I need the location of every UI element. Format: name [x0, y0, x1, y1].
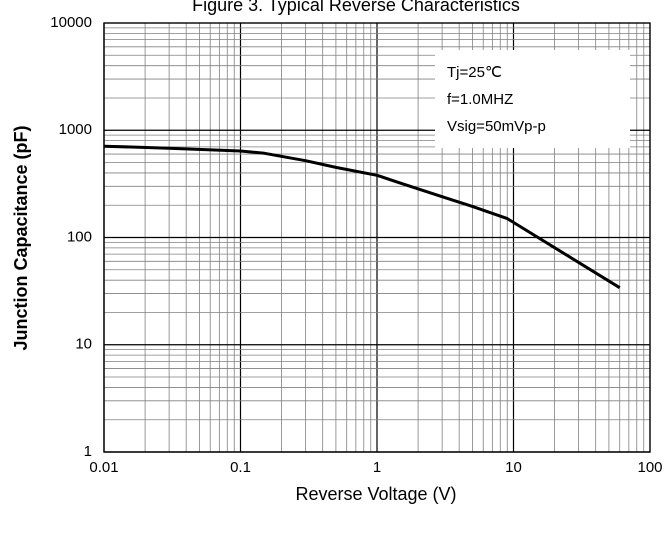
x-tick-label: 100	[637, 459, 662, 476]
y-tick-label: 100	[67, 228, 92, 245]
legend-box	[435, 50, 630, 148]
x-tick-label: 0.1	[230, 459, 251, 476]
capacitance-curve	[103, 144, 621, 289]
condition-annotation: f=1.0MHZ	[447, 91, 513, 108]
y-tick-label: 1	[84, 443, 92, 460]
plot-border	[103, 22, 651, 453]
grid	[103, 22, 651, 453]
tick-labels: 0.01 0.1 1 10 100 1 10 100 1000 10000	[50, 14, 662, 476]
y-tick-label: 1000	[59, 121, 92, 138]
annotation-block: Tj=25℃ f=1.0MHZ Vsig=50mVp-p	[447, 64, 546, 135]
x-tick-label: 1	[373, 459, 381, 476]
chart-title: Figure 3. Typical Reverse Characteristic…	[192, 0, 520, 15]
x-tick-label: 0.01	[89, 459, 118, 476]
x-tick-label: 10	[505, 459, 522, 476]
x-axis-title: Reverse Voltage (V)	[295, 484, 456, 504]
condition-annotation: Tj=25℃	[447, 64, 502, 81]
series-layer	[103, 144, 621, 289]
y-tick-label: 10	[75, 336, 92, 353]
y-axis-title: Junction Capacitance (pF)	[11, 125, 31, 350]
y-tick-label: 10000	[50, 14, 92, 31]
condition-annotation: Vsig=50mVp-p	[447, 118, 546, 135]
